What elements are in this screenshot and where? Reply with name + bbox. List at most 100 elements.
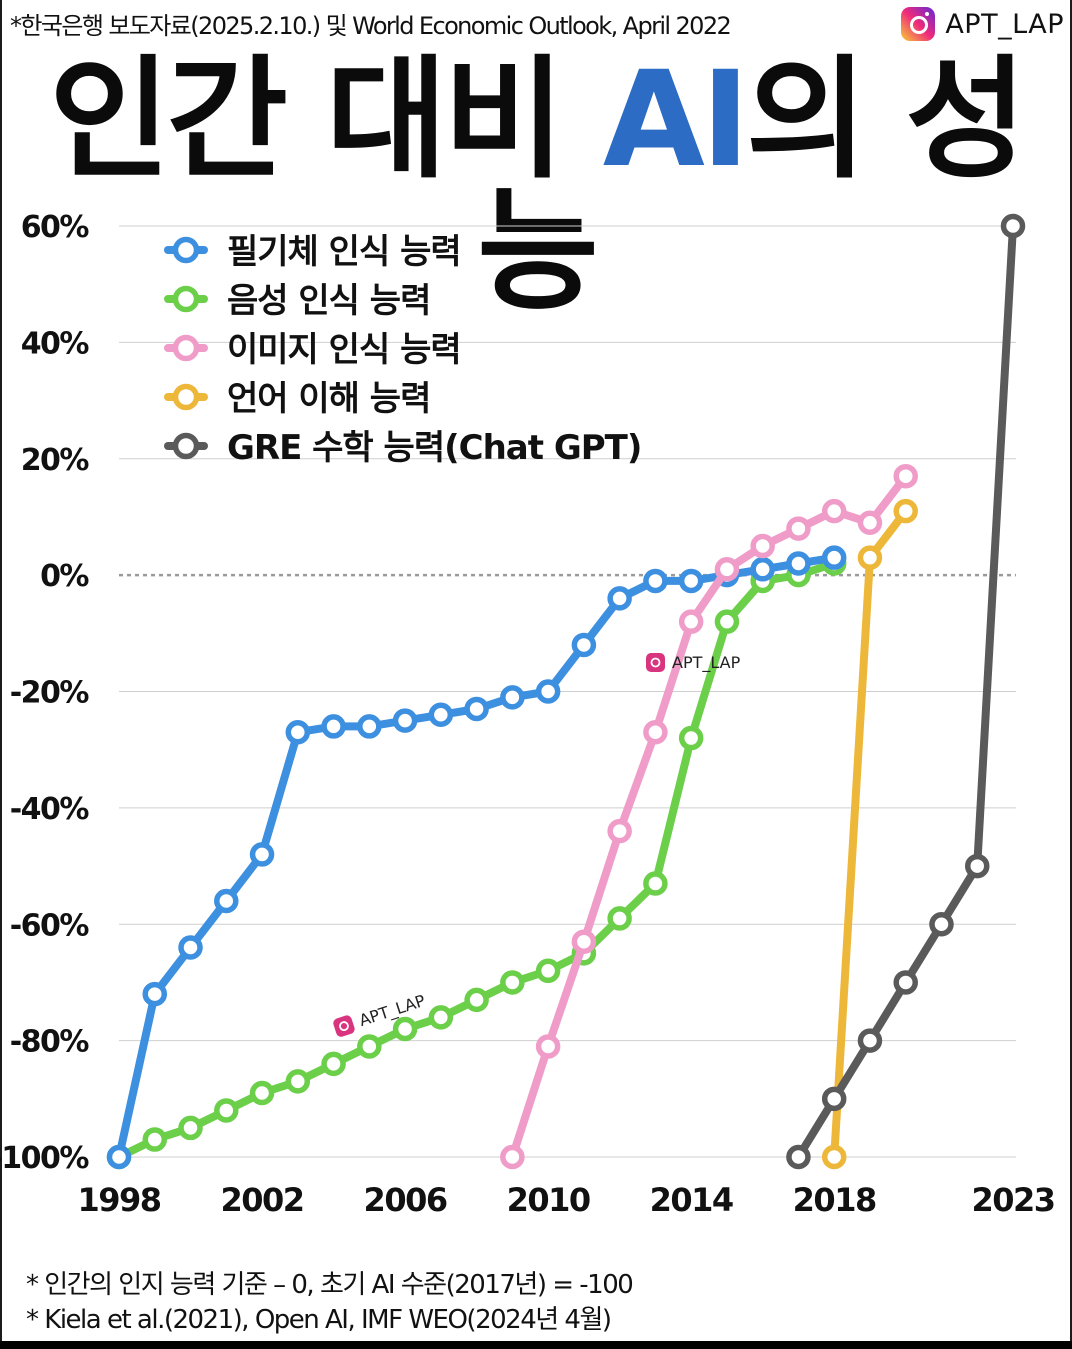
data-point [786,1144,811,1170]
data-point [750,557,775,582]
data-point [500,685,525,710]
data-point [285,1069,311,1094]
legend-label: 이미지 인식 능력 [227,330,461,370]
data-point [821,545,847,570]
data-point [428,702,454,728]
line-chart: 60% 40% 20% 0% -20% -40% -60% -80% -100% 1998 200… [0,210,1056,1219]
data-point [821,498,847,524]
data-point [249,1080,275,1106]
series-layer [106,213,1026,1170]
data-point [392,1016,418,1042]
data-point [643,719,668,745]
data-point [893,463,918,489]
right-border [1070,0,1072,1349]
series-line [115,553,839,1161]
x-tick-label: 1998 [77,1181,160,1219]
data-point [500,970,525,995]
data-point [929,912,954,937]
data-point [106,1144,132,1170]
left-border [0,0,2,1349]
data-point [285,719,311,745]
y-tick-label: -40% [10,792,90,827]
series-3 [500,463,918,1170]
legend-item: 음성 인식 능력 [164,281,431,321]
series-4 [821,498,918,1170]
data-point [500,1144,525,1170]
data-point [428,1005,454,1030]
data-point [607,586,632,611]
brand-badge[interactable]: APT_LAP [901,4,1064,44]
instagram-icon [901,7,936,41]
y-axis-ticks: 60% 40% 20% 0% -20% -40% -60% -80% -100% [0,210,91,1176]
series-5 [786,213,1026,1170]
legend-item: 언어 이해 능력 [164,379,431,419]
data-point [821,1144,847,1170]
footnote-2: * Kiela et al.(2021), Open AI, IMF WEO(2… [26,1305,612,1335]
footnote-1: * 인간의 인지 능력 기준 – 0, 초기 AI 수준(2017년) = -1… [26,1270,634,1300]
y-tick-label: -20% [10,676,90,711]
series-2 [106,551,847,1170]
data-point [750,533,775,559]
x-tick-label: 2014 [650,1181,733,1219]
legend-swatch-marker [172,236,200,264]
data-point [357,714,382,739]
legend-swatch-marker [172,334,200,362]
legend-item: GRE 수학 능력(Chat GPT) [164,428,642,468]
y-tick-label: 40% [21,326,90,361]
data-point [178,935,203,960]
data-point [214,1098,239,1123]
data-point [535,958,561,984]
x-tick-label: 2010 [507,1181,590,1219]
legend-swatch-marker [172,285,200,313]
instagram-icon [646,653,665,672]
legend-swatch-marker [172,383,200,411]
title-part-1: 인간 대비 [49,43,603,197]
legend-label: GRE 수학 능력(Chat GPT) [227,428,641,468]
data-point [392,708,418,733]
legend-item: 필기체 인식 능력 [164,232,462,272]
data-point [821,1086,847,1112]
x-tick-label: 2018 [793,1181,876,1219]
data-point [357,1034,382,1059]
data-point [535,1034,561,1059]
data-point [857,1028,883,1053]
data-point [857,545,883,570]
data-point [714,557,740,582]
legend-label: 음성 인식 능력 [227,281,430,321]
y-tick-label: -60% [10,908,90,943]
data-point [678,568,704,594]
legend-label: 언어 이해 능력 [227,379,430,419]
legend-swatch-marker [172,432,200,460]
title-part-2: 의 성능 [477,43,1027,329]
data-point [678,725,704,751]
watermark-text: APT_LAP [672,653,741,673]
data-point [714,609,740,634]
bottom-bar [0,1341,1072,1349]
x-tick-label: 2006 [364,1181,447,1219]
data-point [893,498,918,524]
data-point [893,970,918,995]
x-axis-ticks: 1998 2002 2006 2010 2014 2018 2023 [77,1181,1056,1219]
data-point [786,516,811,541]
watermark: APT_LAP [646,653,741,673]
y-tick-label: 0% [40,559,89,594]
data-point [964,853,990,879]
data-point [857,510,883,536]
data-point [1000,213,1026,239]
legend-item: 이미지 인식 능력 [164,330,462,370]
instagram-icon [333,1015,355,1037]
data-point [321,1051,346,1077]
x-tick-label: 2002 [221,1181,304,1219]
data-point [535,679,561,704]
data-point [249,842,275,867]
page-title: 인간 대비 AI의 성능 [0,54,1072,318]
brand-name: APT_LAP [945,8,1064,40]
series-1 [106,545,847,1170]
data-point [607,906,632,931]
data-point [571,632,597,658]
series-line [830,507,910,1161]
y-tick-label: 20% [21,443,90,478]
title-highlight: AI [602,43,750,197]
